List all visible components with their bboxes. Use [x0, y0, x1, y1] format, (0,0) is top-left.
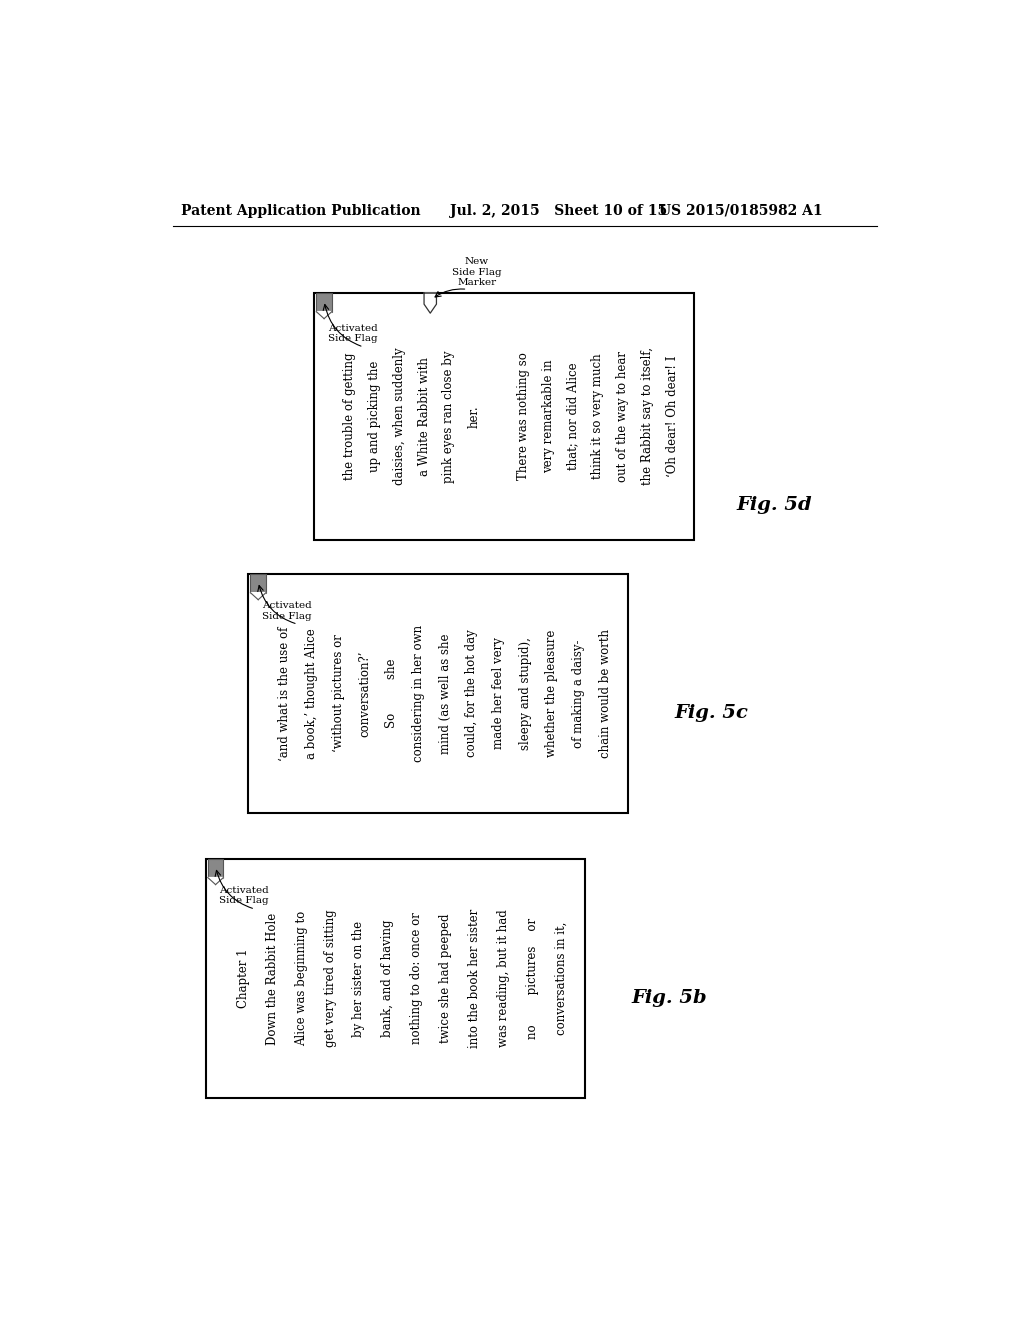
Polygon shape — [251, 593, 266, 599]
Bar — [206, 859, 586, 1098]
Text: conversations in it,: conversations in it, — [555, 921, 568, 1035]
Text: get very tired of sitting: get very tired of sitting — [324, 909, 337, 1047]
Text: ‘Oh dear! Oh dear! I: ‘Oh dear! Oh dear! I — [666, 355, 679, 477]
Text: There was nothing so: There was nothing so — [517, 352, 529, 480]
Bar — [248, 574, 628, 813]
Text: Fig. 5b: Fig. 5b — [632, 989, 708, 1007]
Text: Activated
Side Flag: Activated Side Flag — [262, 601, 311, 620]
Polygon shape — [424, 293, 436, 313]
Text: a book,’ thought Alice: a book,’ thought Alice — [305, 628, 317, 759]
Text: ‘and what is the use of: ‘and what is the use of — [279, 627, 291, 760]
Text: nothing to do: once or: nothing to do: once or — [411, 912, 423, 1044]
Text: very remarkable in: very remarkable in — [542, 359, 555, 473]
Bar — [316, 293, 332, 312]
Text: US 2015/0185982 A1: US 2015/0185982 A1 — [658, 203, 822, 218]
Text: by her sister on the: by her sister on the — [352, 920, 366, 1036]
Text: ‘without pictures or: ‘without pictures or — [332, 635, 345, 752]
Polygon shape — [316, 312, 332, 318]
Text: bank, and of having: bank, and of having — [381, 920, 394, 1038]
Text: was reading, but it had: was reading, but it had — [497, 909, 510, 1047]
Text: that; nor did Alice: that; nor did Alice — [566, 363, 580, 470]
Text: Patent Application Publication: Patent Application Publication — [180, 203, 420, 218]
Text: Activated
Side Flag: Activated Side Flag — [328, 323, 378, 343]
Text: no        pictures    or: no pictures or — [526, 917, 539, 1039]
Text: the Rabbit say to itself,: the Rabbit say to itself, — [641, 347, 653, 486]
Text: whether the pleasure: whether the pleasure — [546, 630, 558, 758]
Text: So         she: So she — [385, 659, 398, 729]
Text: mind (as well as she: mind (as well as she — [438, 634, 452, 754]
Text: considering in her own: considering in her own — [412, 624, 425, 762]
Text: a White Rabbit with: a White Rabbit with — [418, 356, 430, 475]
Text: pink eyes ran close by: pink eyes ran close by — [442, 350, 456, 483]
Text: of making a daisy-: of making a daisy- — [572, 639, 585, 748]
Text: the trouble of getting: the trouble of getting — [343, 352, 356, 480]
Text: sleepy and stupid),: sleepy and stupid), — [518, 638, 531, 750]
Bar — [314, 293, 693, 540]
Text: her.: her. — [467, 405, 480, 428]
Text: Activated
Side Flag: Activated Side Flag — [219, 886, 269, 906]
Text: could, for the hot day: could, for the hot day — [465, 630, 478, 758]
Text: out of the way to hear: out of the way to hear — [616, 351, 629, 482]
Text: chain would be worth: chain would be worth — [599, 630, 611, 758]
Text: Chapter 1: Chapter 1 — [237, 949, 250, 1008]
Bar — [208, 859, 223, 878]
Text: New
Side Flag
Marker: New Side Flag Marker — [452, 257, 502, 288]
Text: made her feel very: made her feel very — [492, 638, 505, 750]
Text: up and picking the: up and picking the — [368, 360, 381, 473]
Text: conversation?’: conversation?’ — [358, 651, 372, 737]
Polygon shape — [208, 878, 223, 884]
Text: daisies, when suddenly: daisies, when suddenly — [393, 347, 406, 486]
Text: into the book her sister: into the book her sister — [468, 909, 481, 1048]
Text: twice she had peeped: twice she had peeped — [439, 913, 453, 1043]
Text: Fig. 5c: Fig. 5c — [675, 704, 749, 722]
Text: Down the Rabbit Hole: Down the Rabbit Hole — [265, 912, 279, 1044]
Text: Fig. 5d: Fig. 5d — [736, 496, 812, 513]
Text: think it so very much: think it so very much — [591, 354, 604, 479]
Text: Alice was beginning to: Alice was beginning to — [295, 911, 307, 1045]
Bar — [251, 574, 266, 593]
Text: Jul. 2, 2015   Sheet 10 of 15: Jul. 2, 2015 Sheet 10 of 15 — [450, 203, 667, 218]
